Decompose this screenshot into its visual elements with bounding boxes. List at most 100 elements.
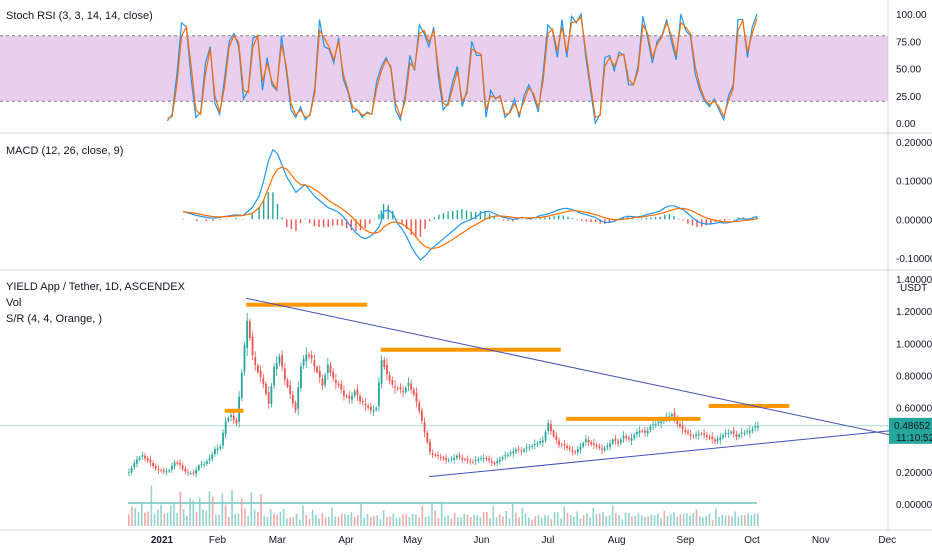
candle-body [700, 433, 703, 435]
volume-bar [215, 514, 217, 526]
candle-body [498, 459, 501, 462]
price-title: YIELD App / Tether, 1D, ASCENDEX [6, 281, 186, 293]
macd-histogram-bar [507, 219, 509, 221]
volume-bar [595, 513, 598, 526]
macd-histogram-bar [599, 219, 601, 224]
volume-bar [434, 510, 437, 526]
macd-histogram-bar [350, 219, 352, 231]
macd-histogram-bar [196, 219, 198, 222]
volume-bar [586, 512, 588, 526]
volume-bar [563, 506, 566, 526]
macd-histogram-bar [576, 219, 578, 221]
macd-histogram-bar [654, 217, 657, 220]
time-axis-label: May [403, 535, 422, 546]
stoch-band [0, 35, 888, 102]
candle-body [399, 387, 402, 390]
price-y-tick: 0.00000 [896, 500, 932, 511]
volume-bar [386, 517, 388, 526]
volume-bar [292, 517, 295, 526]
candle-body [200, 464, 203, 465]
candle-body [310, 355, 313, 359]
candle-body [501, 457, 504, 460]
candle-body [176, 462, 179, 464]
macd-histogram-bar [525, 219, 528, 220]
candle-body [590, 442, 593, 445]
volume-bar [482, 511, 485, 526]
volume-bar [263, 515, 266, 526]
volume-bar [715, 508, 717, 526]
macd-histogram-bar [355, 219, 357, 231]
volume-bar [611, 505, 614, 526]
volume-bar [147, 511, 149, 526]
candle-body [431, 453, 434, 455]
macd-histogram-bar [219, 219, 221, 220]
trendline[interactable] [246, 297, 914, 441]
volume-bar [376, 515, 378, 526]
stoch-y-tick: 0.00 [896, 119, 916, 130]
macd-histogram-bar [539, 217, 542, 220]
candle-body [404, 387, 407, 393]
volume-bar [324, 517, 327, 526]
macd-histogram-bar [521, 218, 523, 220]
macd-y-tick: 0.00000 [896, 215, 932, 226]
candle-body [332, 371, 335, 379]
volume-bar [202, 509, 204, 526]
volume-bar [395, 517, 398, 526]
volume-bar [511, 502, 514, 526]
candle-body [550, 424, 552, 431]
candle-body [536, 443, 539, 445]
candle-body [670, 414, 673, 417]
candle-body [410, 383, 413, 390]
candle-body [144, 455, 146, 459]
candle-body [743, 432, 746, 434]
volume-bar [444, 516, 446, 526]
candle-body [533, 443, 536, 445]
macd-histogram-bar [452, 210, 454, 220]
candle-body [278, 356, 281, 364]
candle-body [286, 379, 289, 387]
macd-histogram-bar [585, 219, 588, 222]
candle-body [254, 357, 257, 366]
volume-bar [550, 519, 553, 526]
volume-bar [521, 507, 524, 526]
volume-bar [750, 514, 753, 526]
volume-bar [205, 511, 208, 526]
volume-bar [373, 516, 375, 526]
volume-bar [321, 513, 324, 526]
candle-body [171, 465, 173, 470]
candle-body [442, 457, 445, 459]
volume-bar [305, 514, 308, 526]
macd-y-tick: -0.10000 [896, 254, 932, 265]
volume-bar [208, 491, 211, 526]
volume-bar [631, 516, 633, 526]
volume-bar [650, 514, 653, 526]
sr-label: S/R (4, 4, Orange, ) [6, 313, 102, 325]
candle-body [732, 430, 735, 434]
candle-body [695, 434, 697, 436]
volume-bar [253, 509, 256, 526]
macd-histogram-bar [369, 219, 371, 224]
volume-bar [557, 512, 559, 526]
volume-bar [695, 509, 698, 526]
trendline[interactable] [429, 427, 913, 478]
volume-bar [566, 512, 569, 526]
macd-histogram-bar [286, 219, 288, 228]
candle-body [267, 392, 270, 404]
volume-bar [402, 514, 404, 526]
stoch-y-tick: 75.00 [896, 37, 921, 48]
volume-bar [634, 515, 637, 526]
macd-histogram-bar [313, 219, 316, 227]
candle-body [402, 390, 404, 393]
volume-bar [569, 514, 572, 526]
volume-bar [357, 515, 359, 526]
candle-body [423, 422, 426, 433]
candle-body [138, 457, 141, 460]
candle-body [205, 461, 208, 464]
volume-bar [531, 519, 533, 526]
volume-bar [276, 514, 278, 526]
candle-body [334, 380, 337, 384]
candle-body [152, 463, 154, 467]
candle-body [692, 435, 695, 437]
